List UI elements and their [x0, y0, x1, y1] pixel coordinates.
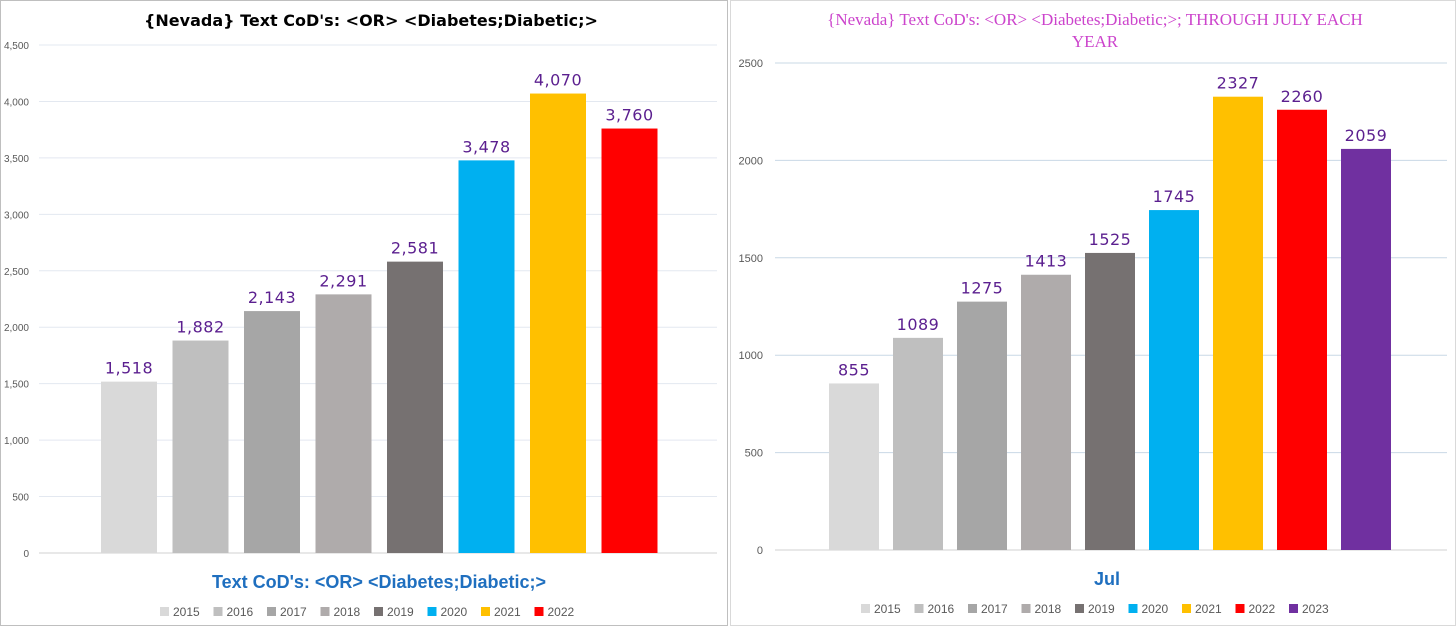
- left-data-label-2016: 1,882: [176, 318, 224, 337]
- right-legend-label-2016: 2016: [928, 602, 955, 616]
- left-x-axis-title: Text CoD's: <OR> <Diabetes;Diabetic;>: [212, 572, 546, 592]
- left-legend-label-2022: 2022: [548, 605, 575, 619]
- right-y-tick-label: 1500: [739, 253, 763, 265]
- right-legend-label-2020: 2020: [1142, 602, 1169, 616]
- left-bar-2018: [315, 294, 372, 553]
- right-bar-2018: [1021, 274, 1071, 550]
- right-legend-swatch-2017: [968, 604, 977, 613]
- right-data-label-2016: 1089: [897, 315, 940, 334]
- right-legend-label-2021: 2021: [1195, 602, 1222, 616]
- left-legend-swatch-2020: [427, 607, 437, 616]
- right-bar-2019: [1085, 252, 1135, 550]
- left-y-tick-label: 500: [12, 493, 29, 504]
- left-data-label-2015: 1,518: [105, 359, 153, 378]
- left-y-tick-label: 3,500: [4, 154, 29, 165]
- left-y-tick-label: 2,500: [4, 267, 29, 278]
- left-bar-2022: [601, 128, 658, 553]
- right-bar-2022: [1277, 109, 1327, 550]
- right-legend-swatch-2015: [861, 604, 870, 613]
- left-y-tick-label: 4,500: [4, 41, 29, 52]
- right-data-label-2015: 855: [838, 360, 870, 379]
- left-legend-label-2015: 2015: [173, 605, 200, 619]
- left-data-label-2017: 2,143: [248, 288, 296, 307]
- left-legend-label-2019: 2019: [387, 605, 414, 619]
- left-y-tick-label: 4,000: [4, 97, 29, 108]
- left-y-tick-label: 3,000: [4, 210, 29, 221]
- left-y-tick-label: 1,500: [4, 380, 29, 391]
- right-legend-swatch-2021: [1182, 604, 1191, 613]
- right-chart-title-line: {Nevada} Text CoD's: <OR> <Diabetes;Diab…: [827, 10, 1363, 29]
- right-x-axis-title: Jul: [1094, 569, 1120, 589]
- right-legend-swatch-2018: [1021, 604, 1031, 613]
- left-y-tick-label: 2,000: [4, 323, 29, 334]
- left-bar-2020: [458, 160, 515, 554]
- left-legend-label-2018: 2018: [334, 605, 361, 619]
- right-legend-swatch-2023: [1289, 604, 1298, 613]
- chart-panel-left: {Nevada} Text CoD's: <OR> <Diabetes;Diab…: [0, 0, 728, 626]
- left-legend-swatch-2016: [213, 607, 223, 616]
- left-chart-title: {Nevada} Text CoD's: <OR> <Diabetes;Diab…: [144, 11, 598, 30]
- left-data-label-2021: 4,070: [534, 71, 582, 90]
- right-legend-label-2022: 2022: [1249, 602, 1276, 616]
- right-bar-2015: [829, 383, 879, 550]
- left-y-tick-label: 0: [23, 549, 29, 560]
- left-legend-label-2016: 2016: [227, 605, 254, 619]
- right-data-label-2020: 1745: [1153, 187, 1196, 206]
- right-bar-2020: [1149, 210, 1199, 550]
- right-legend-swatch-2019: [1075, 604, 1084, 613]
- left-bar-2019: [387, 261, 443, 553]
- right-legend-label-2017: 2017: [981, 602, 1008, 616]
- left-bar-2021: [530, 93, 586, 553]
- left-y-tick-label: 1,000: [4, 436, 29, 447]
- right-data-label-2019: 1525: [1089, 230, 1132, 249]
- right-legend-label-2023: 2023: [1302, 602, 1329, 616]
- left-legend-label-2021: 2021: [494, 605, 521, 619]
- right-data-label-2021: 2327: [1217, 74, 1260, 93]
- right-legend-swatch-2016: [914, 604, 924, 613]
- left-data-label-2020: 3,478: [462, 137, 510, 156]
- right-bar-2017: [957, 301, 1007, 550]
- right-bar-2023: [1341, 148, 1391, 550]
- right-y-tick-label: 1000: [739, 350, 763, 362]
- right-legend-label-2019: 2019: [1088, 602, 1115, 616]
- right-legend-swatch-2020: [1128, 604, 1138, 613]
- right-legend-swatch-2022: [1235, 604, 1245, 613]
- left-data-label-2019: 2,581: [391, 239, 439, 258]
- left-legend-swatch-2017: [267, 607, 276, 616]
- left-legend-swatch-2019: [374, 607, 383, 616]
- right-chart-title-line: YEAR: [1072, 32, 1119, 51]
- left-data-label-2022: 3,760: [605, 106, 653, 125]
- left-data-label-2018: 2,291: [319, 271, 367, 290]
- right-legend-label-2015: 2015: [874, 602, 901, 616]
- right-bar-2016: [893, 337, 943, 550]
- left-legend-label-2020: 2020: [441, 605, 468, 619]
- chart-panel-right: {Nevada} Text CoD's: <OR> <Diabetes;Diab…: [730, 0, 1456, 626]
- right-data-label-2017: 1275: [961, 279, 1004, 298]
- left-bar-2016: [172, 340, 229, 553]
- left-legend-swatch-2018: [320, 607, 330, 616]
- left-bar-2017: [244, 311, 300, 553]
- right-data-label-2023: 2059: [1345, 126, 1388, 145]
- left-bar-2015: [101, 381, 157, 553]
- right-y-tick-label: 0: [757, 545, 763, 557]
- left-legend-swatch-2015: [160, 607, 169, 616]
- right-y-tick-label: 2000: [739, 155, 763, 167]
- right-data-label-2022: 2260: [1281, 87, 1324, 106]
- left-legend-swatch-2021: [481, 607, 490, 616]
- right-y-tick-label: 500: [745, 448, 763, 460]
- left-legend-swatch-2022: [534, 607, 544, 616]
- chart-left-svg: {Nevada} Text CoD's: <OR> <Diabetes;Diab…: [4, 11, 717, 619]
- right-data-label-2018: 1413: [1025, 252, 1068, 271]
- right-legend-label-2018: 2018: [1035, 602, 1062, 616]
- chart-right-svg: {Nevada} Text CoD's: <OR> <Diabetes;Diab…: [739, 10, 1447, 616]
- right-y-tick-label: 2500: [739, 58, 763, 70]
- left-legend-label-2017: 2017: [280, 605, 307, 619]
- right-bar-2021: [1213, 96, 1263, 550]
